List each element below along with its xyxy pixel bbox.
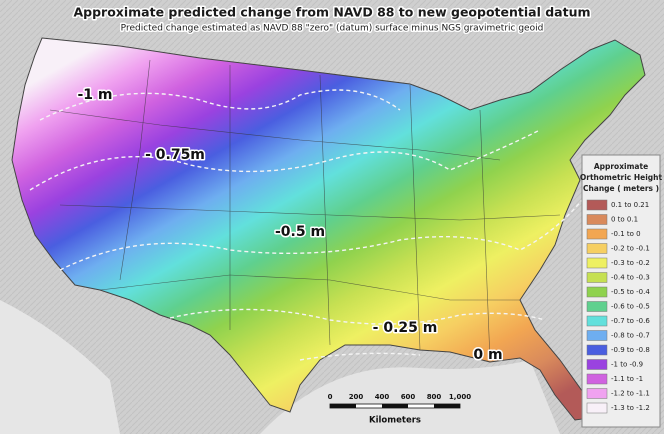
legend-label: -0.8 to -0.7	[611, 332, 650, 340]
legend-swatch	[586, 373, 608, 385]
gulf	[260, 360, 560, 434]
legend-swatch	[586, 402, 608, 414]
legend-label: -1.2 to -1.1	[611, 390, 650, 398]
legend-label: -1 to -0.9	[611, 361, 643, 369]
legend-swatch	[586, 286, 608, 298]
contour-label: - 0.25 m	[373, 320, 438, 336]
contour-label: - 0.75m	[145, 147, 205, 163]
legend: Approximate Orthometric Height Change ( me…	[580, 154, 663, 428]
scale-tick-label: 1,000	[449, 393, 471, 401]
legend-title: Approximate	[594, 162, 648, 171]
map-subtitle: Predicted change estimated as NAVD 88 "z…	[121, 24, 544, 34]
legend-swatch	[586, 315, 608, 327]
state-borders	[49, 59, 561, 361]
legend-label: -1.3 to -1.2	[611, 404, 650, 412]
scale-bar-segment	[434, 404, 460, 408]
legend-label: -1.1 to -1	[611, 375, 643, 383]
scale-tick-label: 0	[328, 393, 333, 401]
legend-swatch	[586, 243, 608, 254]
legend-label: -0.6 to -0.5	[611, 303, 650, 311]
legend-title: Orthometric Height	[580, 173, 663, 182]
contour-label: -1 m	[77, 87, 112, 103]
scale-tick-label: 600	[401, 393, 416, 401]
contour-label: 0 m	[473, 347, 502, 363]
scale-bar-segment	[382, 404, 408, 408]
contour-label: -0.5 m	[275, 224, 325, 240]
conus-shape	[11, 37, 646, 421]
legend-swatch	[586, 301, 608, 312]
legend-swatch	[586, 257, 608, 269]
legend-swatch	[586, 330, 608, 341]
legend-label: -0.5 to -0.4	[611, 288, 650, 296]
legend-label: -0.1 to 0	[611, 230, 641, 238]
legend-label: -0.3 to -0.2	[611, 259, 650, 267]
legend-swatch	[586, 228, 608, 240]
contour-lines	[29, 89, 591, 361]
legend-swatch	[586, 344, 608, 356]
legend-label: -0.4 to -0.3	[611, 274, 650, 282]
scale-tick-label: 800	[427, 393, 442, 401]
legend-swatch	[586, 214, 608, 225]
scale-bar-segment	[330, 404, 356, 408]
legend-swatch	[586, 359, 608, 370]
legend-swatch	[586, 272, 608, 283]
legend-label: 0 to 0.1	[611, 216, 638, 224]
legend-swatch	[586, 388, 608, 399]
legend-label: 0.1 to 0.21	[611, 201, 649, 209]
legend-label: -0.9 to -0.8	[611, 346, 650, 354]
map-title: Approximate predicted change from NAVD 8…	[73, 5, 590, 20]
legend-swatch	[586, 199, 608, 211]
scale-bar: 0 200 400 600 800 1,000 Kilometers	[328, 393, 472, 426]
legend-label: -0.7 to -0.6	[611, 317, 650, 325]
scale-unit: Kilometers	[369, 416, 421, 426]
scale-tick-label: 400	[375, 393, 390, 401]
legend-label: -0.2 to -0.1	[611, 245, 650, 253]
legend-title: Change ( meters )	[583, 184, 659, 193]
ocean	[0, 300, 120, 434]
scale-tick-label: 200	[349, 393, 364, 401]
contour-label-group: -1 m - 0.75m -0.5 m - 0.25 m 0 m	[76, 86, 504, 365]
